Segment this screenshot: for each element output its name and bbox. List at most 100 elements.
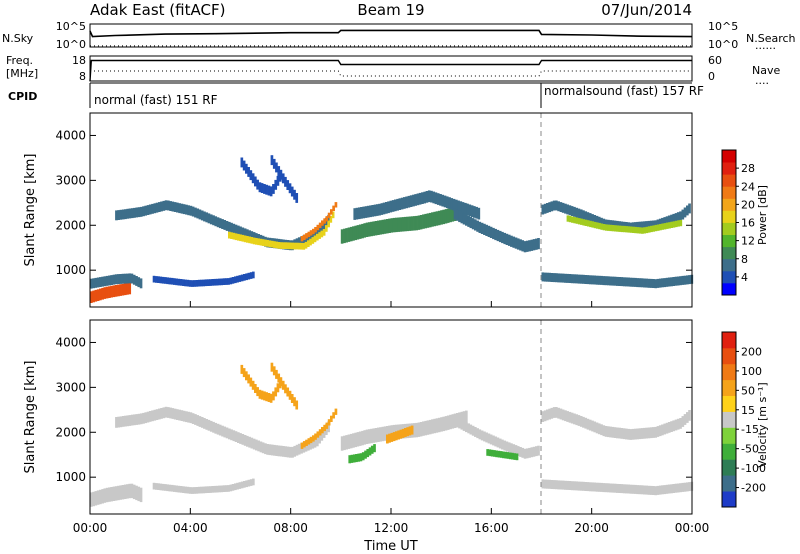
colorbar-swatch [722,411,736,428]
velocity-cell [307,439,310,451]
power-ylabel: Slant Range [km] [23,154,38,267]
power-cell [182,204,186,215]
power-cell [525,240,529,252]
power-cell [443,195,447,208]
power-cell [636,278,639,288]
power-cell [672,277,676,286]
power-cell [242,160,246,171]
velocity-cell [249,377,253,387]
freq-label-1: Freq. [6,54,33,67]
y-tick-label: 3000 [55,380,86,394]
velocity-cell [546,479,549,489]
power-cell [128,208,132,219]
velocity-cell [465,410,468,425]
power-cell [607,224,610,231]
power-cell [674,213,678,223]
velocity-cell [559,480,563,490]
colorbar-tick-label: 4 [741,271,748,284]
velocity-cell [495,450,498,458]
velocity-cell [523,448,527,459]
velocity-cell [588,419,592,431]
velocity-cell [318,429,322,436]
power-cell [584,219,588,226]
power-cell [142,206,145,217]
power-cell [325,225,328,232]
cpid-panel: CPID normal (fast) 151 RF normalsound (f… [8,82,704,108]
velocity-cell [661,485,664,495]
power-cell [364,206,368,218]
power-cell [112,274,116,285]
velocity-cell [368,447,372,456]
velocity-cell [272,391,275,401]
power-cell [435,211,439,226]
velocity-cell [602,483,606,493]
velocity-cell [281,380,285,390]
velocity-cell [206,486,210,493]
velocity-cell [493,450,496,457]
velocity-cell [290,394,294,403]
velocity-cell [117,416,120,428]
time-xlabel: Time UT [363,539,417,554]
velocity-cell [618,484,621,493]
power-cell [654,279,658,289]
power-cell [658,218,662,229]
power-cell [269,186,273,197]
velocity-cell [345,435,348,450]
velocity-cell [504,451,508,459]
power-cell [561,202,565,213]
power-cell [446,208,450,223]
velocity-cell [616,427,619,439]
power-cell [573,217,577,224]
velocity-cell [568,481,572,490]
velocity-cell [213,485,217,493]
power-cell [455,199,458,212]
power-cell [400,197,404,210]
velocity-cell [128,483,132,499]
power-cell [634,226,637,234]
velocity-cell [200,417,204,428]
power-cell [203,211,206,222]
power-cell [128,273,132,284]
power-cell [672,213,676,224]
velocity-cell [352,433,355,448]
power-cell [108,275,111,286]
power-cell [135,207,139,218]
power-cell [406,216,409,232]
power-cell [436,193,440,205]
power-cell [216,217,220,228]
velocity-cell [643,427,646,439]
freq-series-0 [89,59,692,82]
velocity-cell [625,484,628,494]
velocity-cell [395,431,398,441]
power-cell [260,183,264,193]
power-cell [595,215,599,226]
velocity-cell [254,384,257,393]
velocity-cell [501,439,504,450]
velocity-cell [261,442,265,454]
velocity-cell [465,422,468,433]
power-cell [483,223,486,235]
power-cell [405,196,408,209]
power-cell [656,224,660,231]
velocity-cell [686,482,689,492]
power-cell [197,279,201,287]
station-title: Adak East (fitACF) [90,1,225,19]
velocity-cell [374,428,378,443]
power-cell [510,235,513,247]
velocity-cell [195,487,199,494]
power-cell [629,277,633,287]
velocity-cell [128,415,132,426]
velocity-cell [497,450,501,458]
nsearch-dots: ...... [755,39,776,52]
velocity-cell [168,484,172,492]
colorbar-swatch [722,234,736,248]
colorbar-swatch [722,246,736,260]
cpid-label: CPID [8,90,37,103]
power-cell [389,200,393,213]
velocity-cell [164,406,168,418]
power-cell [607,276,610,286]
velocity-cell [312,435,315,442]
power-cell [158,202,161,212]
freq-tick-top: 18 [72,54,86,67]
velocity-cell [367,429,371,444]
